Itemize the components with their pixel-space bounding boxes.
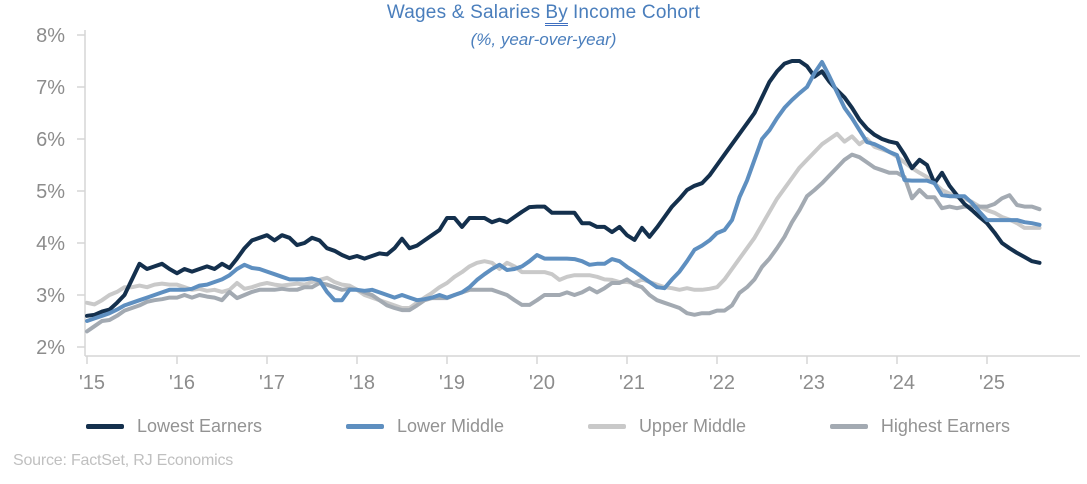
chart-title-after: Income Cohort — [572, 2, 701, 23]
svg-text:'16: '16 — [169, 372, 195, 394]
svg-text:'23: '23 — [799, 372, 825, 394]
svg-text:5%: 5% — [36, 181, 65, 203]
legend-swatch-lowest-earners — [86, 424, 124, 429]
legend-item-lowest-earners: Lowest Earners — [86, 416, 262, 437]
svg-text:'17: '17 — [259, 372, 285, 394]
legend-label-upper-middle: Upper Middle — [638, 416, 746, 436]
svg-text:8%: 8% — [36, 25, 65, 47]
legend-swatch-upper-middle — [587, 424, 626, 429]
chart-subtitle: (%, year-over-year) — [470, 30, 617, 49]
svg-text:4%: 4% — [36, 233, 65, 255]
svg-text:6%: 6% — [36, 129, 65, 151]
legend-item-highest-earners: Highest Earners — [829, 416, 1010, 437]
chart-title: Wages & Salaries By Income Cohort — [0, 2, 1087, 26]
legend-swatch-lower-middle — [345, 424, 384, 429]
svg-text:'19: '19 — [439, 372, 465, 394]
legend-label-lowest-earners: Lowest Earners — [137, 416, 263, 436]
chart-title-underlined-word: By — [545, 2, 568, 26]
chart-title-before: Wages & Salaries — [386, 2, 541, 23]
svg-text:'24: '24 — [889, 372, 915, 394]
svg-text:3%: 3% — [36, 285, 65, 307]
svg-text:2%: 2% — [36, 337, 65, 359]
svg-text:'22: '22 — [709, 372, 735, 394]
chart-legend: Lowest Earners Lower Middle Upper Middle… — [86, 416, 1010, 437]
legend-item-upper-middle: Upper Middle — [587, 416, 746, 437]
svg-text:'15: '15 — [79, 372, 105, 394]
svg-text:'25: '25 — [979, 372, 1005, 394]
legend-label-lower-middle: Lower Middle — [396, 416, 505, 436]
svg-text:7%: 7% — [36, 77, 65, 99]
source-note: Source: FactSet, RJ Economics — [13, 452, 234, 469]
svg-text:'21: '21 — [619, 372, 645, 394]
legend-item-lower-middle: Lower Middle — [345, 416, 505, 437]
svg-text:'18: '18 — [349, 372, 375, 394]
legend-swatch-highest-earners — [829, 424, 868, 429]
legend-label-highest-earners: Highest Earners — [880, 416, 1010, 436]
svg-text:'20: '20 — [529, 372, 555, 394]
